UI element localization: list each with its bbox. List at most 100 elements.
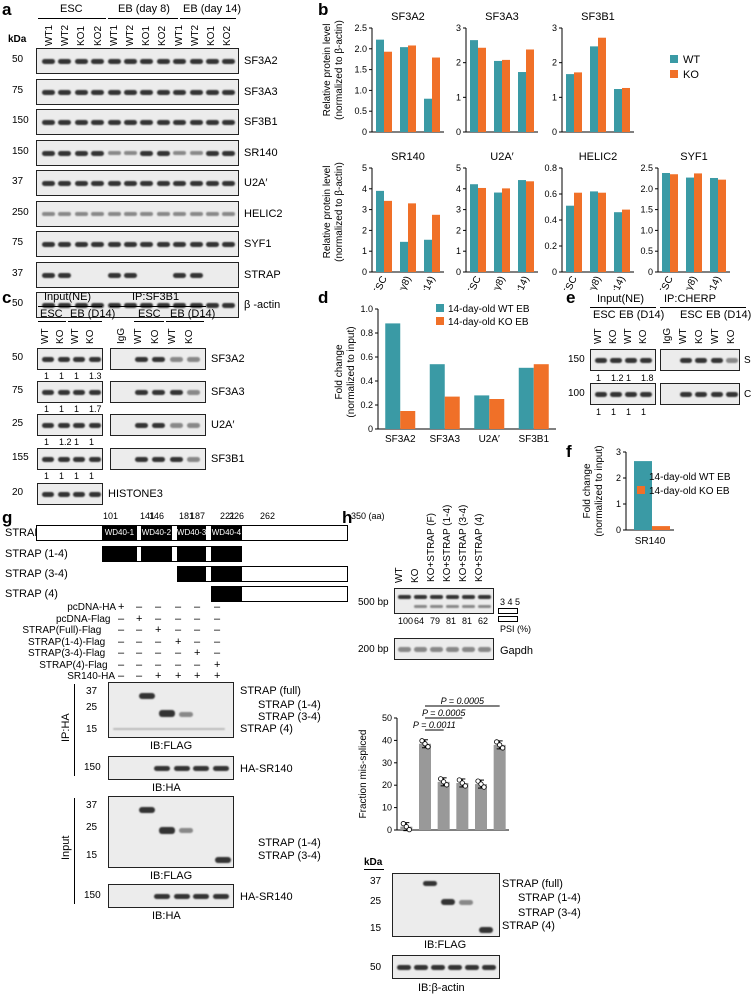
mw-marker: 100 bbox=[568, 388, 585, 399]
sign: – bbox=[155, 635, 162, 648]
data-point bbox=[400, 821, 406, 827]
ip-blot bbox=[110, 448, 206, 470]
y-tick-label: 2.0 bbox=[640, 184, 653, 194]
legend-ko-label: 14-day-old KO EB bbox=[448, 317, 529, 328]
lane-label: WT bbox=[70, 328, 81, 344]
band bbox=[107, 120, 121, 125]
band bbox=[42, 423, 54, 428]
ip-label: IP:CHERP bbox=[664, 293, 716, 305]
data-point bbox=[459, 780, 465, 786]
chart-SF3A2: SF3A2 0 0.5 1.0 1.5 2.0 2.5 bbox=[354, 11, 444, 137]
mw-marker: 75 bbox=[12, 385, 24, 396]
lane-label: KO1 bbox=[206, 25, 217, 46]
bar-KO+STRAP (4) bbox=[493, 744, 506, 830]
y-axis-label: Relative protein level bbox=[322, 166, 333, 259]
quant: 1 bbox=[89, 437, 95, 447]
y-tick-label: 1.5 bbox=[640, 205, 653, 215]
bar-SF3A2 bbox=[385, 323, 401, 429]
data-point bbox=[462, 783, 468, 789]
quant: 1.2 bbox=[611, 373, 624, 383]
band bbox=[139, 807, 155, 813]
y-tick-label: 2.5 bbox=[354, 23, 367, 33]
mw-marker: 15 bbox=[86, 724, 98, 735]
band bbox=[154, 766, 170, 771]
band bbox=[478, 595, 491, 599]
divider bbox=[660, 307, 746, 308]
bar-WT-EB(day14) bbox=[710, 177, 718, 272]
bp-marker: 200 bp bbox=[358, 644, 389, 655]
band bbox=[73, 492, 85, 497]
quant: 1 bbox=[626, 373, 632, 383]
band bbox=[173, 766, 190, 771]
blot-U2A′ bbox=[36, 170, 239, 196]
y-tick-label: 0.2 bbox=[544, 241, 557, 251]
bar-WT-EB(day8) bbox=[400, 47, 408, 132]
condition-label: STRAP(3-4)-Flag bbox=[28, 648, 106, 659]
y-axis-label: Relative protein level bbox=[322, 24, 333, 117]
bar-SF3B1 bbox=[518, 367, 534, 429]
ib-ha-ip-blot bbox=[108, 756, 234, 780]
y-tick-label: 3 bbox=[456, 205, 461, 215]
y-tick-label: 30 bbox=[382, 758, 392, 768]
band bbox=[58, 181, 72, 186]
wd40-domain: WD40-1 bbox=[102, 525, 137, 541]
band bbox=[726, 392, 738, 397]
aa-position: 262 bbox=[260, 511, 276, 521]
legend-wt-label: WT bbox=[683, 54, 700, 66]
bar-KO-ESC bbox=[574, 72, 582, 132]
data-point bbox=[456, 777, 462, 783]
band bbox=[124, 89, 137, 95]
input-blot bbox=[37, 381, 103, 403]
legend-wt-swatch bbox=[670, 55, 678, 63]
gapdh-label: Gapdh bbox=[500, 645, 534, 657]
input-blot bbox=[37, 483, 103, 505]
kda-label: kDa bbox=[364, 857, 383, 868]
divider bbox=[74, 684, 75, 776]
sign: – bbox=[155, 612, 162, 625]
y-tick-label: 1 bbox=[616, 499, 621, 509]
p-value: P = 0.0011 bbox=[413, 720, 456, 730]
sign: – bbox=[214, 647, 221, 659]
band bbox=[173, 303, 187, 308]
eb-label: EB (D14) bbox=[706, 309, 751, 321]
band bbox=[124, 120, 137, 125]
band bbox=[179, 828, 193, 833]
band bbox=[74, 303, 88, 308]
ip-blot bbox=[660, 383, 740, 405]
bar-KO-EB(day8) bbox=[408, 45, 416, 132]
group-esc: ESC bbox=[60, 3, 83, 15]
condition-label: pcDNA-HA bbox=[67, 602, 117, 613]
psi-value: 62 bbox=[478, 616, 489, 626]
ib-label: IB:FLAG bbox=[150, 740, 193, 752]
y-tick-label: 2 bbox=[552, 58, 557, 68]
panel-label-b: b bbox=[318, 0, 329, 19]
lane-label: WT1 bbox=[108, 24, 120, 46]
y-tick-label: 4 bbox=[456, 184, 461, 194]
band bbox=[57, 357, 70, 362]
band bbox=[124, 242, 137, 247]
band bbox=[42, 150, 55, 156]
input-blot bbox=[37, 414, 103, 436]
data-point bbox=[441, 779, 447, 785]
band bbox=[42, 457, 54, 462]
band bbox=[222, 211, 236, 216]
panel-label-d: d bbox=[318, 288, 329, 307]
lane-label: IgG bbox=[662, 327, 673, 344]
bar-KO+STRAP (1-4) bbox=[456, 782, 469, 830]
y-tick-label: 0.8 bbox=[544, 163, 557, 173]
band bbox=[113, 728, 225, 730]
y-tick-label: 1.0 bbox=[640, 225, 653, 235]
lane-label: KO bbox=[608, 329, 619, 344]
mw-marker: 50 bbox=[12, 352, 24, 363]
band bbox=[187, 457, 200, 462]
sign: – bbox=[194, 601, 201, 613]
band bbox=[222, 242, 236, 247]
band bbox=[431, 965, 445, 970]
chart-title: SF3B1 bbox=[581, 11, 615, 23]
sign: + bbox=[214, 670, 221, 682]
data-point bbox=[475, 778, 481, 784]
band bbox=[430, 647, 443, 652]
bar-KO bbox=[419, 743, 431, 830]
